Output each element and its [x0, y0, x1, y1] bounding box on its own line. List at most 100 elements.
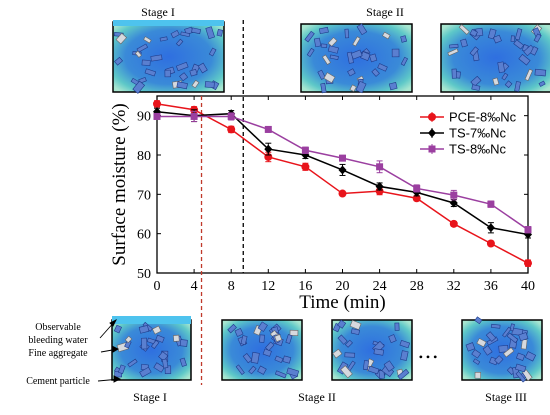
annotation-bleeding-water: bleeding water: [28, 335, 88, 346]
cement-particle: [350, 328, 361, 336]
fine-aggregate-grain: [447, 48, 459, 57]
cement-particle: [388, 334, 397, 344]
cement-particle: [355, 80, 367, 94]
fine-aggregate-grain: [173, 334, 180, 342]
cement-particle: [136, 43, 149, 53]
annotation-fine-aggregate: Fine aggregate: [28, 348, 88, 359]
cement-particle: [175, 61, 189, 72]
data-point: [301, 146, 309, 154]
bottom-panel-stage-iii: [461, 316, 543, 383]
cement-particle: [144, 68, 157, 77]
top-stage-ii-label: Stage II: [366, 5, 404, 19]
y-tick-label: 80: [137, 149, 151, 164]
top-stage-i-label: Stage I: [141, 5, 175, 19]
ellipsis: • • •: [419, 350, 438, 364]
arrowhead-cement-particle: [113, 375, 122, 383]
cement-particle: [367, 365, 380, 375]
cement-particle: [242, 353, 253, 364]
cement-particle: [344, 352, 356, 358]
cement-particle: [400, 56, 408, 66]
data-point: [449, 219, 458, 228]
cement-particle: [274, 370, 287, 379]
y-tick-label: 90: [137, 110, 151, 125]
cement-particle: [388, 82, 398, 91]
cement-particle: [494, 355, 504, 365]
cement-particle: [515, 371, 527, 383]
cement-particle: [362, 360, 369, 371]
fine-aggregate-grain: [524, 68, 533, 81]
cement-particle: [524, 351, 537, 362]
y-tick-label: 70: [137, 188, 151, 203]
cement-particle: [306, 47, 315, 58]
fine-aggregate-grain: [322, 54, 331, 65]
data-point: [450, 191, 458, 199]
cement-particle: [158, 351, 169, 362]
fine-aggregate-grain: [349, 319, 362, 331]
cement-particle: [350, 49, 363, 60]
cement-particle: [286, 367, 300, 377]
fine-aggregate-grain: [143, 36, 152, 44]
data-point: [428, 128, 436, 138]
cement-particle: [320, 43, 328, 48]
fine-aggregate-grain: [340, 365, 353, 379]
cement-particle: [235, 364, 245, 375]
cement-particle: [155, 334, 165, 343]
cement-particle: [518, 53, 531, 66]
data-point: [428, 145, 436, 153]
cement-particle: [383, 360, 395, 372]
cement-particle: [216, 28, 224, 37]
cement-particle: [449, 43, 459, 49]
arrowhead-fine-aggregate: [111, 345, 119, 353]
fine-aggregate-grain: [503, 347, 515, 358]
cement-particle: [150, 339, 160, 349]
cement-particle: [400, 35, 408, 43]
cement-particle: [114, 56, 124, 66]
fine-aggregate-grain: [327, 37, 338, 47]
cement-particle: [471, 84, 481, 91]
fine-aggregate-grain: [352, 36, 361, 47]
cement-particle: [378, 370, 385, 379]
x-tick-label: 8: [228, 279, 235, 294]
cement-particle: [285, 334, 293, 344]
top-panel-stage-ii-b: [440, 23, 550, 93]
cement-particle: [469, 46, 479, 57]
data-point: [227, 112, 235, 120]
cement-particle: [465, 342, 476, 352]
bleeding-water-band: [112, 316, 191, 324]
cement-particle: [170, 29, 180, 39]
legend-label: PCE-8‰Nc: [449, 110, 517, 125]
cement-particle: [274, 355, 284, 364]
cement-particle: [472, 358, 481, 365]
data-point: [486, 223, 495, 233]
cement-particle: [371, 68, 380, 77]
x-axis-title: Time (min): [299, 292, 385, 313]
cement-particle: [518, 332, 529, 342]
x-tick-label: 28: [410, 279, 424, 294]
data-point: [264, 125, 272, 133]
cement-particle: [179, 357, 187, 367]
cement-particle: [344, 339, 353, 348]
data-point: [301, 162, 310, 171]
cement-particle: [513, 39, 525, 50]
cement-particle: [113, 324, 122, 334]
fine-aggregate-grain: [520, 338, 528, 350]
cement-particle: [259, 334, 265, 343]
cement-particle: [506, 332, 519, 344]
top-panel-stage-ii-a: [300, 23, 413, 94]
series-TS-8‰Nc: [153, 110, 532, 234]
fine-aggregate-grain: [124, 335, 133, 344]
cement-particle: [369, 53, 378, 63]
cement-particle: [515, 352, 526, 361]
cement-particle: [208, 47, 217, 57]
cement-particle: [180, 31, 191, 38]
cement-particle: [265, 341, 275, 352]
cement-particle: [141, 59, 151, 66]
cement-particle: [189, 68, 198, 77]
cement-particle: [470, 75, 482, 87]
cement-particle: [164, 69, 171, 78]
data-point: [376, 163, 384, 171]
cement-particle: [250, 351, 260, 364]
x-tick-label: 12: [261, 279, 275, 294]
